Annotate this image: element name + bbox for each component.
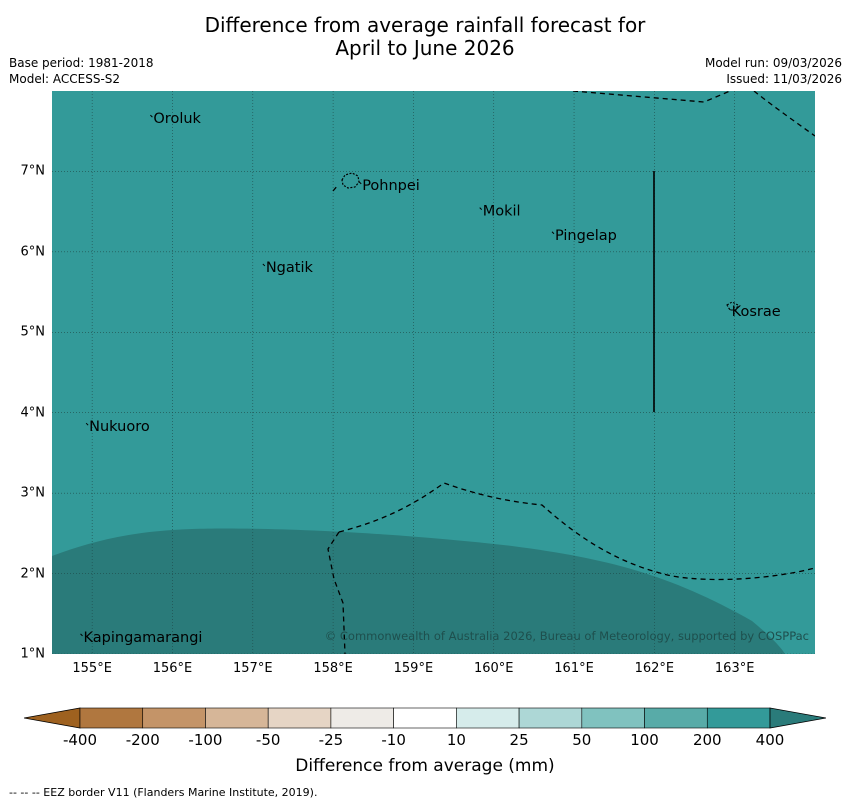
eez-borders [327, 91, 815, 654]
colorbar-segment [205, 707, 269, 729]
latitude-tick-label: 6°N [20, 244, 46, 260]
eez-border-south [338, 482, 815, 581]
colorbar-title: Difference from average (mm) [295, 756, 555, 776]
colorbar-segment [456, 707, 520, 729]
colorbar-segment [267, 707, 332, 729]
eez-legend-note: -- -- -- EEZ border V11 (Flanders Marine… [9, 786, 318, 799]
place-label: Nukuoro [89, 419, 150, 435]
band-200-400 [52, 528, 785, 654]
latitude-tick-label: 3°N [20, 485, 46, 501]
place-label: Kapingamarangi [84, 630, 203, 646]
longitude-tick-label: 160°E [473, 661, 514, 676]
latitude-tick-label: 4°N [20, 405, 46, 421]
colorbar-segment [79, 707, 144, 729]
place-label: Pingelap [555, 228, 617, 244]
colorbar-tick-label: -25 [318, 731, 344, 749]
colorbar-tick-label: -50 [255, 731, 281, 749]
place-labels: Oroluk Pohnpei Mokil Pingelap Ngatik Kosrae Nu… [80, 111, 781, 646]
title-line-2: April to June 2026 [335, 36, 515, 60]
island-marker [262, 263, 266, 267]
colorbar-tick-label: 100 [630, 731, 659, 749]
meta-left: Base period: 1981-2018 Model: ACCESS-S2 [9, 55, 154, 87]
colorbar-segments [24, 707, 826, 729]
meta-right: Model run: 09/03/2026 Issued: 11/03/2026 [705, 55, 842, 87]
island-marker [80, 633, 83, 637]
kosrae-island [726, 301, 739, 311]
longitude-tick-label: 158°E [313, 661, 353, 676]
island-marker [551, 231, 555, 235]
longitude-tick-label: 155°E [72, 661, 112, 676]
longitude-tick-label: 161°E [554, 661, 594, 676]
issued-date: Issued: 11/03/2026 [726, 72, 842, 86]
place-label: Mokil [483, 204, 521, 220]
island-marker [479, 207, 483, 210]
model-name: Model: ACCESS-S2 [9, 72, 121, 86]
colorbar-segment [142, 707, 206, 729]
longitude-tick-label: 157°E [233, 661, 273, 676]
colorbar-extend-high [769, 707, 826, 729]
colorbar-tick-label: -10 [381, 731, 406, 749]
title-line-1: Difference from average rainfall forecas… [204, 13, 646, 37]
longitude-tick-label: 156°E [152, 661, 193, 676]
colorbar-segment [706, 707, 771, 729]
eez-border-southwest [327, 531, 346, 654]
chart-title: Difference from average rainfall forecas… [0, 14, 850, 60]
place-label: Kosrae [732, 304, 781, 320]
colorbar-tick-label: -200 [125, 731, 160, 749]
pohnpei-island [341, 172, 360, 189]
longitude-tick-label: 163°E [714, 661, 755, 676]
latitude-tick-label: 7°N [20, 163, 46, 179]
colorbar-segment [518, 707, 583, 729]
colorbar-tick-label: -400 [62, 731, 98, 749]
colorbar-segment [330, 707, 394, 729]
colorbar-tick-label: 50 [572, 731, 592, 749]
latitude-tick-label: 2°N [20, 566, 46, 582]
colorbar-extend-low [24, 707, 81, 729]
latitude-tick-label: 5°N [20, 324, 46, 340]
eez-border-northeast [753, 91, 815, 137]
model-run: Model run: 09/03/2026 [704, 56, 842, 70]
place-label: Oroluk [153, 111, 201, 127]
place-label: Ngatik [266, 260, 314, 276]
map[interactable]: Oroluk Pohnpei Mokil Pingelap Ngatik Kosrae Nu… [52, 91, 815, 654]
latitude-tick-label: 1°N [20, 646, 46, 662]
place-label: Pohnpei [362, 178, 420, 194]
island-marker [85, 422, 89, 426]
island-marker [150, 114, 153, 118]
colorbar-segment [393, 707, 457, 729]
colorbar-tick-label: 400 [755, 731, 785, 749]
longitude-tick-label: 159°E [393, 661, 434, 676]
colorbar [24, 707, 826, 729]
colorbar-tick-label: 200 [692, 731, 722, 749]
colorbar-segment [644, 707, 708, 729]
base-period: Base period: 1981-2018 [9, 56, 154, 70]
colorbar-segment [581, 707, 645, 729]
colorbar-tick-label: 25 [509, 731, 529, 749]
eez-border-pohnpei [332, 184, 339, 192]
colorbar-tick-label: 10 [446, 731, 466, 749]
copyright-notice: © Commonwealth of Australia 2026, Bureau… [325, 629, 809, 643]
longitude-tick-label: 162°E [634, 661, 675, 676]
colorbar-tick-label: -100 [188, 731, 223, 749]
